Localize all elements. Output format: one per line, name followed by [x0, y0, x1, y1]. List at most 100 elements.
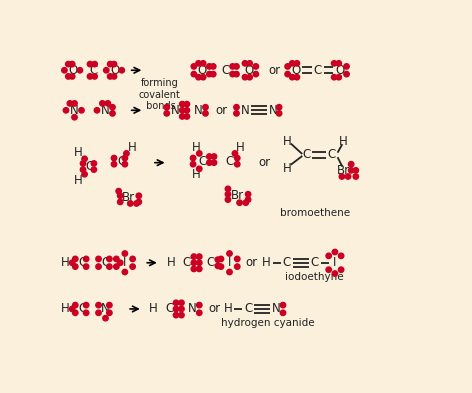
Circle shape [331, 61, 337, 66]
Circle shape [196, 75, 201, 80]
Circle shape [110, 111, 115, 116]
Circle shape [67, 101, 73, 106]
Circle shape [348, 168, 354, 173]
Text: N: N [271, 303, 280, 316]
Text: C: C [314, 64, 322, 77]
Circle shape [346, 174, 351, 179]
Circle shape [280, 310, 286, 316]
Circle shape [111, 74, 117, 79]
Circle shape [69, 74, 75, 79]
Circle shape [207, 72, 212, 77]
Circle shape [114, 264, 119, 269]
Text: hydrogen cyanide: hydrogen cyanide [221, 318, 315, 328]
Circle shape [122, 162, 127, 167]
Text: C: C [78, 303, 86, 316]
Circle shape [190, 162, 196, 167]
Circle shape [280, 303, 286, 308]
Circle shape [179, 114, 185, 119]
Text: O: O [68, 64, 77, 77]
Circle shape [105, 101, 110, 106]
Text: N: N [101, 303, 110, 316]
Circle shape [164, 105, 169, 110]
Circle shape [87, 74, 93, 79]
Circle shape [107, 303, 112, 308]
Circle shape [116, 189, 121, 194]
Circle shape [196, 303, 202, 308]
Circle shape [230, 64, 236, 69]
Circle shape [73, 310, 78, 316]
Circle shape [77, 68, 83, 73]
Circle shape [201, 75, 206, 80]
Text: C: C [283, 256, 291, 269]
Text: I: I [123, 256, 126, 269]
Circle shape [203, 111, 208, 116]
Circle shape [234, 64, 239, 69]
Circle shape [339, 174, 345, 179]
Circle shape [227, 251, 232, 256]
Circle shape [225, 191, 231, 197]
Circle shape [173, 306, 179, 312]
Circle shape [94, 108, 100, 113]
Text: H: H [236, 141, 244, 154]
Circle shape [118, 193, 123, 198]
Circle shape [235, 264, 240, 269]
Circle shape [232, 151, 237, 156]
Circle shape [294, 61, 300, 66]
Circle shape [230, 72, 236, 77]
Text: O: O [244, 64, 253, 77]
Circle shape [92, 74, 97, 79]
Text: C: C [225, 154, 234, 168]
Circle shape [69, 260, 75, 265]
Circle shape [336, 75, 341, 80]
Text: C: C [311, 256, 319, 269]
Circle shape [179, 312, 184, 318]
Text: O: O [198, 64, 207, 77]
Circle shape [179, 306, 184, 312]
Text: or: or [245, 256, 257, 269]
Circle shape [247, 61, 253, 66]
Text: H: H [127, 141, 136, 154]
Circle shape [100, 101, 105, 106]
Circle shape [103, 316, 108, 321]
Text: or: or [269, 64, 280, 77]
Text: H: H [192, 141, 201, 154]
Circle shape [92, 61, 97, 67]
Text: N: N [188, 303, 197, 316]
Circle shape [173, 312, 179, 318]
Circle shape [277, 105, 282, 110]
Circle shape [80, 167, 86, 172]
Text: H: H [167, 256, 176, 269]
Circle shape [190, 155, 196, 161]
Circle shape [294, 75, 300, 80]
Circle shape [127, 201, 133, 206]
Circle shape [124, 151, 129, 156]
Circle shape [211, 160, 217, 165]
Text: C: C [328, 149, 336, 162]
Text: H: H [224, 303, 232, 316]
Circle shape [62, 68, 67, 73]
Circle shape [107, 256, 112, 262]
Text: N: N [241, 104, 249, 117]
Circle shape [108, 61, 113, 67]
Circle shape [122, 251, 127, 256]
Circle shape [179, 300, 184, 305]
Circle shape [285, 72, 290, 77]
Circle shape [130, 256, 135, 262]
Text: H: H [283, 134, 292, 148]
Circle shape [91, 161, 97, 166]
Circle shape [196, 260, 202, 265]
Circle shape [191, 266, 196, 272]
Circle shape [96, 303, 101, 308]
Circle shape [289, 75, 295, 80]
Circle shape [203, 105, 208, 110]
Circle shape [134, 201, 139, 206]
Circle shape [184, 108, 190, 113]
Circle shape [277, 111, 282, 116]
Circle shape [179, 101, 185, 107]
Circle shape [344, 64, 349, 69]
Circle shape [73, 256, 78, 262]
Circle shape [218, 256, 224, 262]
Text: C: C [221, 64, 230, 77]
Circle shape [122, 269, 127, 275]
Text: H: H [339, 134, 348, 148]
